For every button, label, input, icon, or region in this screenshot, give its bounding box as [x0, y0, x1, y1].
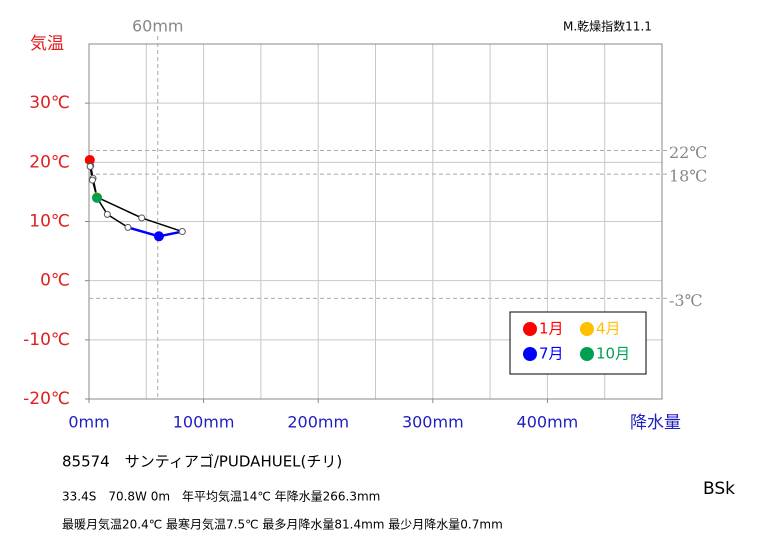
legend-swatch — [523, 322, 537, 336]
y-tick-label: 10℃ — [29, 212, 70, 232]
x-tick-label: 300mm — [402, 413, 464, 432]
y-tick-label: 0℃ — [40, 271, 70, 291]
info-line: 最暖月気温20.4℃ 最寒月気温7.5℃ 最多月降水量81.4mm 最少月降水量… — [62, 517, 503, 532]
climate-segment — [141, 217, 183, 233]
y-tick-label: -10℃ — [23, 330, 70, 350]
chart-title: M.乾燥指数11.1 — [563, 19, 652, 34]
x-axis-label: 降水量 — [630, 413, 681, 433]
month-point — [86, 162, 94, 170]
station-name: 85574 サンティアゴ/PUDAHUEL(チリ) — [62, 453, 342, 471]
climate-segment — [96, 196, 143, 219]
y-tick-label: 20℃ — [29, 152, 70, 172]
month-point — [178, 228, 186, 236]
month-point — [103, 210, 111, 218]
plot-frame — [88, 43, 663, 400]
info-line: 33.4S 70.8W 0m 年平均気温14℃ 年降水量266.3mm — [62, 489, 380, 504]
legend-label: 10月 — [596, 345, 630, 363]
legend-label: 7月 — [539, 345, 564, 363]
month-point — [138, 214, 146, 222]
legend-swatch — [580, 347, 594, 361]
legend-box — [509, 311, 647, 375]
month-point — [124, 223, 132, 231]
x-tick-label: 100mm — [173, 413, 235, 432]
legend-label: 1月 — [539, 320, 564, 338]
legend-swatch — [523, 347, 537, 361]
legend-label: 4月 — [596, 320, 621, 338]
y-tick-label: 30℃ — [29, 93, 70, 113]
reference-label: 22℃ — [669, 143, 707, 162]
month-point — [88, 176, 96, 184]
reference-label: -3℃ — [669, 291, 702, 310]
y-axis-label: 気温 — [30, 34, 64, 54]
legend-swatch — [580, 322, 594, 336]
month-point — [92, 192, 103, 203]
month-point — [153, 231, 164, 242]
x-tick-label: 0mm — [68, 413, 109, 432]
climate-segment — [127, 226, 160, 238]
x-tick-label: 400mm — [517, 413, 579, 432]
month-point — [84, 154, 95, 165]
x-tick-label: 200mm — [287, 413, 349, 432]
climate-code: BSk — [703, 479, 735, 499]
reference-label: 60mm — [132, 17, 184, 36]
y-tick-label: -20℃ — [23, 389, 70, 409]
reference-label: 18℃ — [669, 167, 707, 186]
climate-segment — [106, 213, 129, 229]
